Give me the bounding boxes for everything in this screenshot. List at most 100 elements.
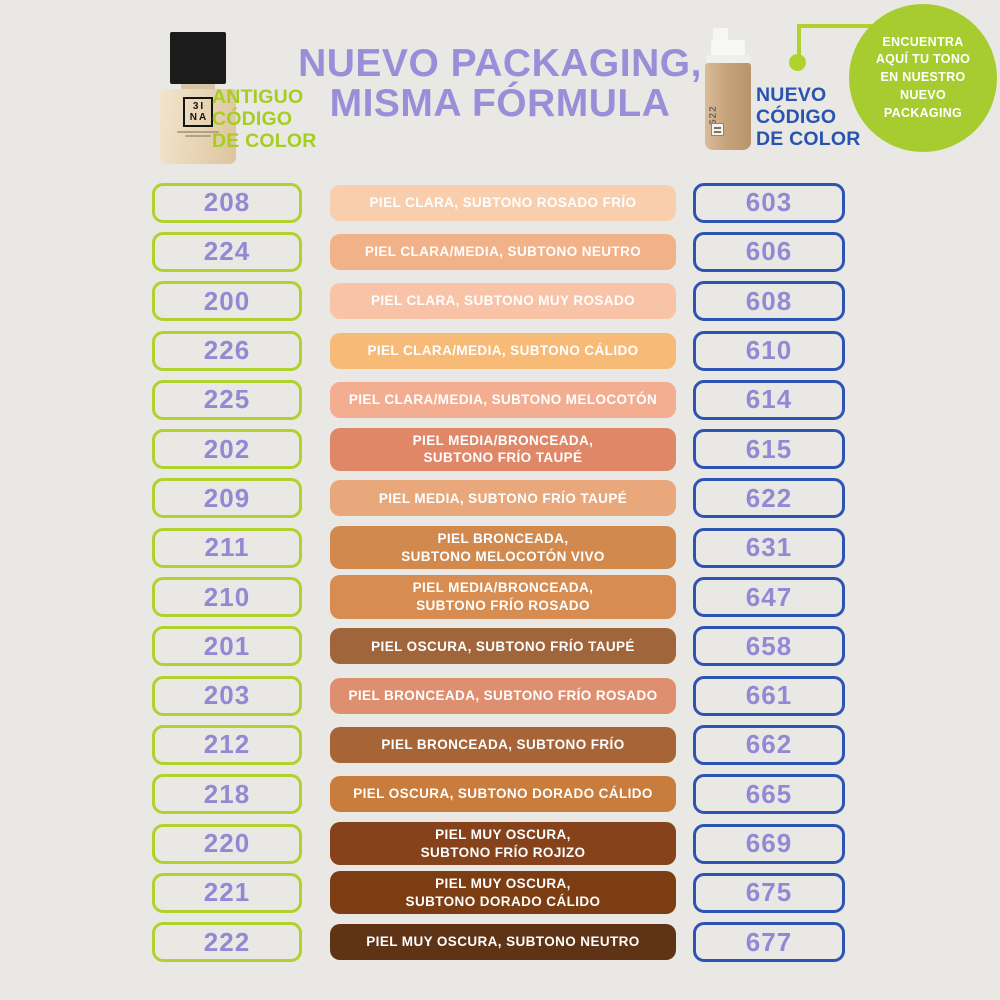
find-your-shade-badge: ENCUENTRA AQUÍ TU TONO EN NUESTRO NUEVO … [849,4,997,152]
new-bottle-ring-image [705,55,751,63]
old-code-value: 220 [203,828,251,858]
table-row: 203 PIEL BRONCEADA, SUBTONO FRÍO ROSADO … [152,671,845,720]
new-bottle-body-image: 622 [705,63,751,150]
new-code-box: 662 [693,724,845,765]
skin-tone-description: PIEL BRONCEADA, SUBTONO FRÍO ROSADO [348,687,658,703]
new-code-box: 631 [693,527,845,568]
skin-tone-description: PIEL MUY OSCURA, SUBTONO NEUTRO [366,934,640,950]
old-code-column-label: ANTIGUO CÓDIGO DE COLOR [212,86,317,153]
new-code-value: 665 [745,778,793,809]
new-code-value: 608 [745,285,793,316]
table-row: 225 PIEL CLARA/MEDIA, SUBTONO MELOCOTÓN … [152,375,845,424]
new-bottle-pump-nozzle-image [713,28,728,40]
old-code-box: 220 [152,823,302,864]
old-code-value: 221 [203,877,251,908]
new-bottle-cap-image [711,40,745,55]
skin-tone-swatch: PIEL CLARA/MEDIA, SUBTONO MELOCOTÓN [330,381,676,418]
old-code-box: 200 [152,281,302,322]
new-code-box: 614 [693,379,845,420]
old-code-box: 203 [152,675,302,716]
new-code-box: 675 [693,872,845,913]
old-code-box: 212 [152,724,302,765]
old-code-value: 218 [203,778,251,809]
old-code-box: 218 [152,774,302,815]
new-code-box: 615 [693,429,845,470]
old-code-box: 226 [152,330,302,371]
old-code-box: 211 [152,527,302,568]
table-row: 220 PIEL MUY OSCURA, SUBTONO FRÍO ROJIZO… [152,819,845,868]
new-code-value: 606 [745,236,793,267]
table-row: 201 PIEL OSCURA, SUBTONO FRÍO TAUPÉ 658 [152,622,845,671]
skin-tone-description: PIEL CLARA, SUBTONO MUY ROSADO [370,293,636,309]
page-title-line2: MISMA FÓRMULA [329,81,671,125]
skin-tone-swatch: PIEL MUY OSCURA, SUBTONO FRÍO ROJIZO [330,821,676,866]
old-code-value: 201 [203,630,251,661]
skin-tone-description: PIEL OSCURA, SUBTONO DORADO CÁLIDO [353,786,653,802]
new-code-value: 631 [745,532,793,563]
old-code-value: 224 [203,236,251,267]
skin-tone-swatch: PIEL OSCURA, SUBTONO FRÍO TAUPÉ [330,628,676,665]
old-bottle-body-image: 3I NA [160,89,236,164]
new-code-value: 661 [745,680,793,711]
table-row: 224 PIEL CLARA/MEDIA, SUBTONO NEUTRO 606 [152,227,845,276]
skin-tone-swatch: PIEL MEDIA, SUBTONO FRÍO TAUPÉ [330,480,676,517]
old-packaging-bottle: 3I NA [158,32,238,164]
new-code-box: 610 [693,330,845,371]
skin-tone-swatch: PIEL OSCURA, SUBTONO DORADO CÁLIDO [330,776,676,813]
old-code-box: 222 [152,922,302,963]
old-code-box: 209 [152,478,302,519]
skin-tone-description: PIEL MUY OSCURA, SUBTONO DORADO CÁLIDO [405,876,601,909]
skin-tone-description: PIEL CLARA/MEDIA, SUBTONO NEUTRO [364,244,642,260]
old-code-value: 200 [203,285,251,316]
skin-tone-swatch: PIEL BRONCEADA, SUBTONO MELOCOTÓN VIVO [330,526,676,570]
new-code-value: 669 [745,828,793,858]
old-code-value: 212 [203,729,251,760]
skin-tone-swatch: PIEL CLARA/MEDIA, SUBTONO NEUTRO [330,233,676,270]
skin-tone-swatch: PIEL CLARA, SUBTONO ROSADO FRÍO [330,184,676,221]
skin-tone-swatch: PIEL MEDIA/BRONCEADA, SUBTONO FRÍO TAUPÉ [330,427,676,471]
skin-tone-description: PIEL OSCURA, SUBTONO FRÍO TAUPÉ [371,638,635,654]
table-row: 222 PIEL MUY OSCURA, SUBTONO NEUTRO 677 [152,917,845,966]
old-bottle-neck-image [181,84,215,89]
skin-tone-description: PIEL CLARA/MEDIA, SUBTONO MELOCOTÓN [348,392,658,408]
table-row: 200 PIEL CLARA, SUBTONO MUY ROSADO 608 [152,277,845,326]
new-code-value: 622 [745,482,793,513]
old-code-value: 203 [203,680,251,711]
old-code-value: 210 [203,581,251,612]
skin-tone-description: PIEL CLARA, SUBTONO ROSADO FRÍO [369,194,637,210]
table-row: 221 PIEL MUY OSCURA, SUBTONO DORADO CÁLI… [152,868,845,917]
new-code-value: 662 [745,729,793,760]
table-row: 226 PIEL CLARA/MEDIA, SUBTONO CÁLIDO 610 [152,326,845,375]
old-code-value: 226 [203,335,251,366]
skin-tone-description: PIEL MUY OSCURA, SUBTONO FRÍO ROJIZO [420,826,586,860]
old-code-box: 224 [152,231,302,272]
skin-tone-description: PIEL MEDIA, SUBTONO FRÍO TAUPÉ [378,490,628,506]
old-code-value: 211 [204,532,250,563]
new-code-value: 610 [745,335,793,366]
old-code-value: 225 [203,384,251,415]
brand-logo-line1: 3I [192,101,206,112]
new-code-box: 608 [693,281,845,322]
table-row: 212 PIEL BRONCEADA, SUBTONO FRÍO 662 [152,720,845,769]
old-code-box: 201 [152,626,302,667]
skin-tone-swatch: PIEL MUY OSCURA, SUBTONO NEUTRO [330,924,676,961]
new-bottle-shade-code: 622 [708,105,719,125]
new-code-box: 677 [693,922,845,963]
old-code-box: 221 [152,872,302,913]
old-code-value: 208 [203,187,251,218]
skin-tone-swatch: PIEL MUY OSCURA, SUBTONO DORADO CÁLIDO [330,871,676,915]
brand-logo: 3I NA [183,97,213,127]
old-code-box: 202 [152,429,302,470]
table-row: 218 PIEL OSCURA, SUBTONO DORADO CÁLIDO 6… [152,770,845,819]
new-code-box: 669 [693,823,845,864]
skin-tone-swatch: PIEL BRONCEADA, SUBTONO FRÍO ROSADO [330,677,676,714]
new-code-value: 614 [745,384,793,415]
new-code-value: 658 [745,630,793,661]
old-code-box: 208 [152,182,302,223]
skin-tone-description: PIEL MEDIA/BRONCEADA, SUBTONO FRÍO ROSAD… [412,580,594,614]
new-packaging-bottle: 622 [704,28,752,152]
shade-conversion-table: 208 PIEL CLARA, SUBTONO ROSADO FRÍO 603 … [152,178,845,967]
table-row: 210 PIEL MEDIA/BRONCEADA, SUBTONO FRÍO R… [152,572,845,621]
table-row: 208 PIEL CLARA, SUBTONO ROSADO FRÍO 603 [152,178,845,227]
page-title-line1: NUEVO PACKAGING, [298,42,702,85]
